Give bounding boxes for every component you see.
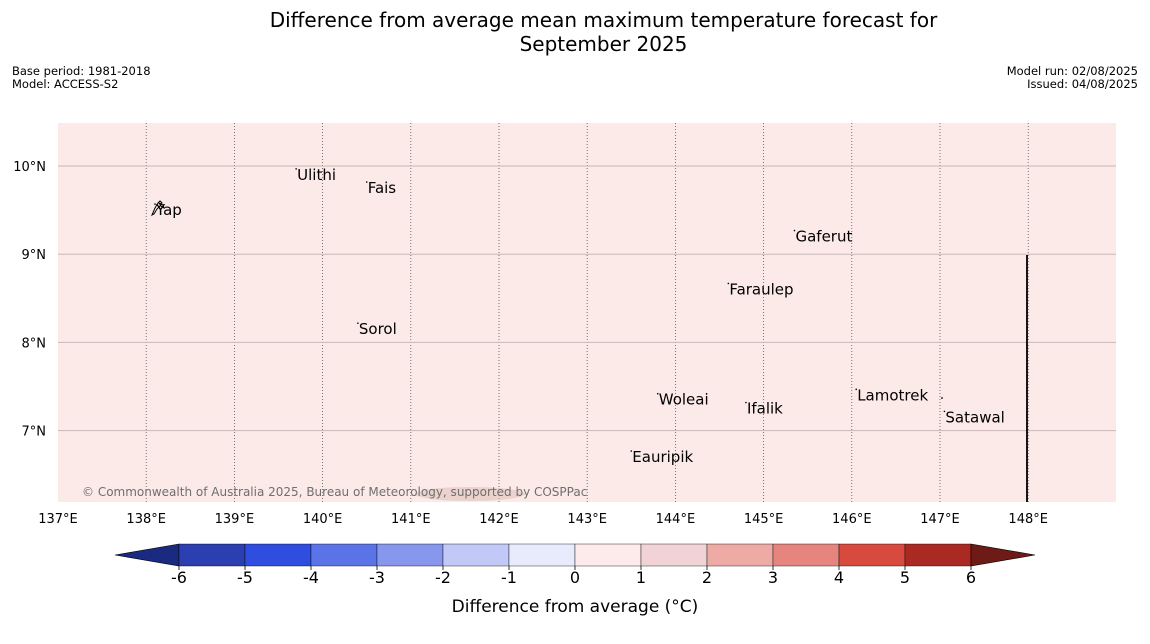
colorbar-extend-low — [114, 543, 180, 567]
island-dot — [941, 397, 943, 399]
place-labels: Yap Ulithi Fais Gaferut Faraulep Sorol Lamotre… — [154, 166, 1005, 466]
colorbar-tick-label: 4 — [834, 568, 844, 587]
model-run: Model run: 02/08/2025 — [1006, 64, 1138, 78]
island-dot — [943, 410, 946, 413]
longitude-label: 141°E — [391, 512, 431, 527]
longitude-label: 143°E — [567, 512, 607, 527]
longitude-label: 137°E — [38, 512, 78, 527]
island-dot — [656, 392, 659, 395]
longitude-label: 146°E — [832, 512, 872, 527]
longitude-labels: 137°E 138°E 139°E 140°E 141°E 142°E 143°E 144°E… — [38, 512, 1048, 527]
meta-right: Model run: 02/08/2025 Issued: 04/08/2025 — [1007, 65, 1138, 91]
colorbar-segment — [376, 543, 444, 567]
colorbar-extend-high — [970, 543, 1036, 567]
issued-date: Issued: 04/08/2025 — [1027, 77, 1138, 91]
gridlines — [58, 123, 1116, 502]
place-label: Ulithi — [297, 166, 336, 184]
place-label: Sorol — [359, 320, 397, 338]
latitude-labels: 10°N 9°N 8°N 7°N — [13, 160, 46, 440]
place-label: Satawal — [945, 408, 1004, 426]
colorbar-tick-label: -6 — [171, 568, 187, 587]
colorbar-segment — [178, 543, 246, 567]
colorbar-tick-label: -1 — [501, 568, 517, 587]
longitude-label: 145°E — [744, 512, 784, 527]
colorbar-tick-label: 5 — [900, 568, 910, 587]
yap-island-outline — [151, 200, 165, 217]
longitude-label: 148°E — [1008, 512, 1048, 527]
longitude-label: 138°E — [126, 512, 166, 527]
colorbar-segment — [706, 543, 774, 567]
title-line-1: Difference from average mean maximum tem… — [269, 8, 938, 32]
colorbar-segment — [838, 543, 906, 567]
island-dot — [855, 388, 858, 391]
place-label: Woleai — [659, 391, 709, 409]
place-label: Eauripik — [632, 448, 693, 466]
island-dot — [295, 168, 297, 170]
place-label: Fais — [368, 179, 397, 197]
colorbar-title: Difference from average (°C) — [452, 597, 699, 617]
colorbar-segment — [640, 543, 708, 567]
latitude-label: 9°N — [22, 248, 47, 263]
latitude-label: 7°N — [22, 425, 47, 440]
title-line-2: September 2025 — [519, 32, 688, 56]
colorbar-segment — [904, 543, 972, 567]
colorbar-segment — [310, 543, 378, 567]
latitude-label: 10°N — [13, 160, 46, 175]
island-dot — [745, 401, 747, 404]
colorbar-tick-label: 6 — [966, 568, 976, 587]
colorbar-segment — [574, 543, 642, 567]
meta-left: Base period: 1981-2018 Model: ACCESS-S2 — [12, 65, 151, 91]
colorbar-segment — [508, 543, 576, 567]
colorbar-tick-label: 2 — [702, 568, 712, 587]
island-dot — [357, 322, 359, 324]
island-dot — [793, 229, 796, 232]
copyright-text: © Commonwealth of Australia 2025, Bureau… — [82, 485, 587, 499]
island-dot — [727, 282, 730, 285]
model-name: Model: ACCESS-S2 — [12, 77, 119, 91]
base-period: Base period: 1981-2018 — [12, 64, 151, 78]
colorbar: -6 -5 -4 -3 -2 -1 0 1 2 3 4 5 6 — [114, 543, 1036, 587]
copyright-shadow — [415, 487, 525, 501]
longitude-label: 142°E — [479, 512, 519, 527]
colorbar-tick-label: 1 — [636, 568, 646, 587]
island-dot — [630, 450, 633, 452]
place-label: Lamotrek — [857, 386, 928, 404]
place-label: Ifalik — [747, 400, 783, 418]
colorbar-segment — [442, 543, 510, 567]
place-label: Gaferut — [795, 228, 852, 246]
colorbar-segment — [772, 543, 840, 567]
colorbar-tick-label: -5 — [237, 568, 253, 587]
island-dot — [154, 203, 156, 205]
colorbar-tick-label: -2 — [435, 568, 451, 587]
place-label: Yap — [155, 201, 182, 219]
longitude-label: 140°E — [303, 512, 343, 527]
longitude-label: 144°E — [656, 512, 696, 527]
colorbar-tick-label: -3 — [369, 568, 385, 587]
island-dot — [365, 181, 368, 183]
colorbar-tick-label: -4 — [303, 568, 319, 587]
longitude-label: 139°E — [215, 512, 255, 527]
colorbar-tick-label: 3 — [768, 568, 778, 587]
colorbar-tick-label: 0 — [570, 568, 580, 587]
map-title: Difference from average mean maximum tem… — [0, 8, 1150, 56]
latitude-label: 8°N — [22, 336, 47, 351]
longitude-label: 147°E — [920, 512, 960, 527]
colorbar-segment — [244, 543, 312, 567]
place-label: Faraulep — [729, 280, 793, 298]
